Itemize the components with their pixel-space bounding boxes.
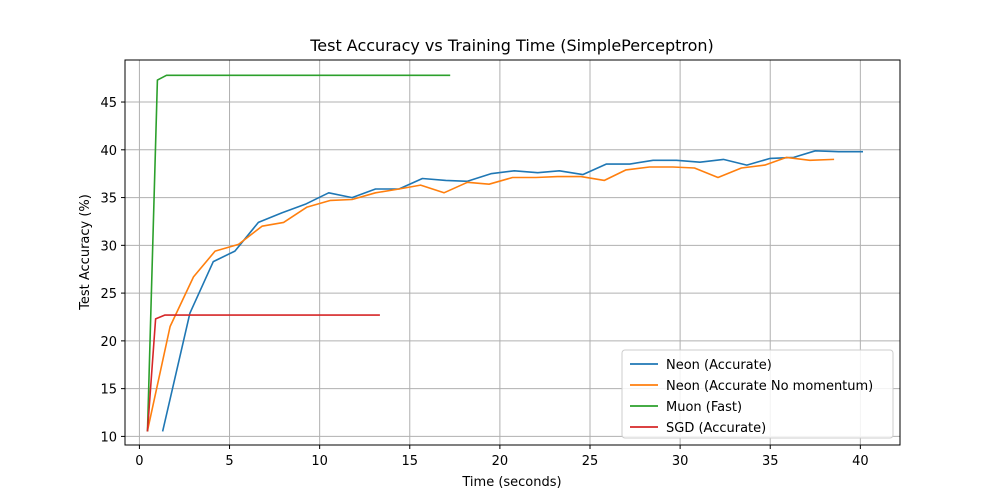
y-tick-label: 20: [100, 335, 117, 350]
axis-ticks: 0 5 10 15 20 25 30 35 40 10 15 20 25 30 35 40 45: [100, 96, 868, 469]
x-tick-label: 5: [225, 454, 233, 469]
y-axis-label: Test Accuracy (%): [78, 194, 93, 311]
series-line-1: [146, 156, 835, 432]
legend-label-2: Muon (Fast): [666, 400, 742, 415]
series-line-2: [146, 74, 451, 432]
x-tick-label: 0: [135, 454, 143, 469]
x-tick-label: 25: [582, 454, 599, 469]
series-line-3: [146, 314, 380, 432]
series-lines: [146, 74, 864, 432]
y-tick-label: 10: [100, 430, 117, 445]
y-tick-label: 40: [100, 144, 117, 159]
legend-box: [621, 349, 894, 439]
chart-title: Test Accuracy vs Training Time (SimplePe…: [309, 36, 714, 55]
y-tick-label: 35: [100, 192, 117, 207]
x-tick-label: 30: [672, 454, 689, 469]
x-axis-label: Time (seconds): [461, 475, 561, 490]
legend-label-0: Neon (Accurate): [666, 358, 772, 373]
x-tick-label: 40: [852, 454, 869, 469]
x-tick-label: 15: [401, 454, 418, 469]
legend-label-1: Neon (Accurate No momentum): [666, 379, 873, 394]
x-tick-label: 20: [492, 454, 509, 469]
legend-label-3: SGD (Accurate): [666, 421, 766, 436]
plot-frame: [124, 59, 901, 446]
y-tick-label: 25: [100, 287, 117, 302]
x-tick-label: 10: [311, 454, 328, 469]
y-tick-label: 15: [100, 383, 117, 398]
y-tick-label: 30: [100, 239, 117, 254]
y-tick-label: 45: [100, 96, 117, 111]
legend: Neon (Accurate) Neon (Accurate No momentu…: [621, 349, 894, 439]
x-tick-label: 35: [762, 454, 779, 469]
series-line-0: [161, 150, 864, 432]
